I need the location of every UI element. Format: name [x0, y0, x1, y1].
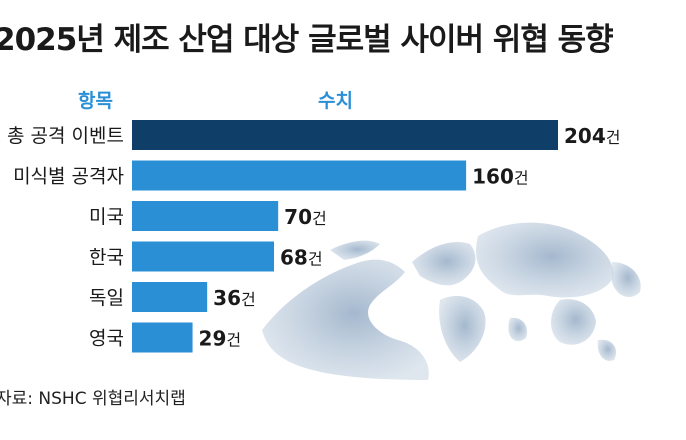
bar-0: [132, 120, 558, 150]
bar-2: [132, 201, 279, 231]
value-label-0: 204건: [564, 124, 620, 148]
value-label-3: 68건: [280, 246, 323, 270]
bar-3: [132, 241, 274, 272]
bar-4: [132, 282, 208, 312]
category-label-1: 미식별 공격자: [13, 166, 124, 188]
value-label-2: 70건: [284, 205, 327, 229]
value-label-1: 160건: [472, 165, 528, 189]
column-header-item: 항목: [78, 90, 113, 112]
bar-1: [132, 160, 467, 191]
bar-5: [132, 322, 193, 353]
category-label-5: 영국: [89, 328, 124, 350]
chart-title: 2025년 제조 산업 대상 글로벌 사이버 위협 동향: [0, 22, 614, 58]
column-header-value: 수치: [318, 90, 353, 112]
category-label-0: 총 공격 이벤트: [7, 125, 124, 147]
category-label-3: 한국: [89, 247, 124, 269]
category-label-4: 독일: [89, 287, 124, 309]
value-label-4: 36건: [213, 286, 256, 310]
value-label-5: 29건: [199, 327, 242, 351]
category-label-2: 미국: [89, 206, 124, 228]
source-note: 자료: NSHC 위협리서치랩: [0, 389, 186, 409]
